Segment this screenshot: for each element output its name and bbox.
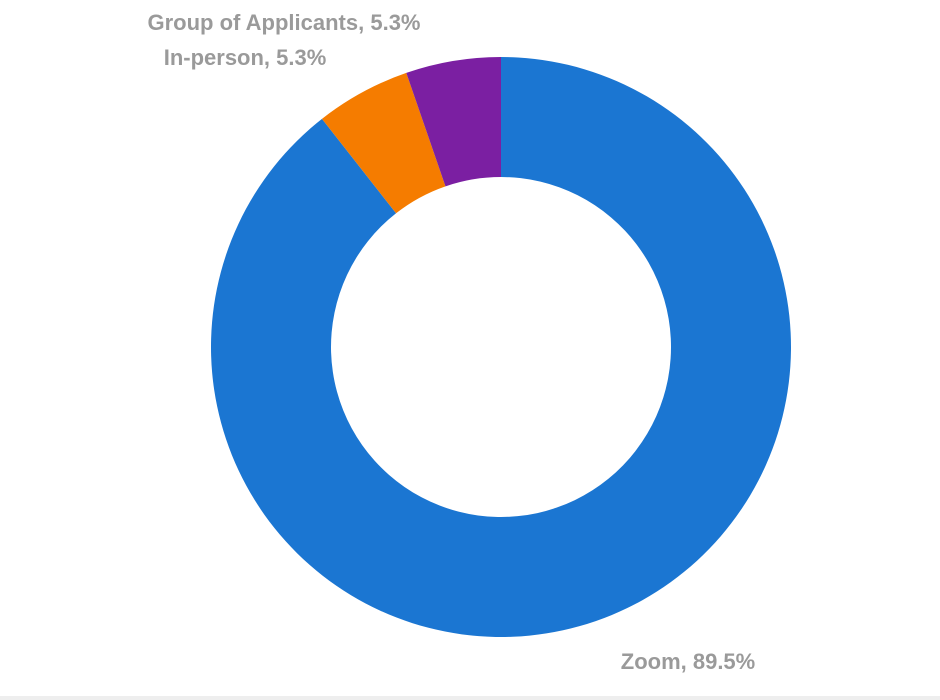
label-zoom: Zoom, 89.5% [621,649,755,674]
slice-zoom [211,57,792,637]
chart-slices [211,57,792,637]
label-in-person: In-person, 5.3% [164,45,327,70]
bottom-divider [0,696,940,700]
slice-group-of-applicants [406,57,501,187]
slice-in-person [321,72,446,214]
label-group-of-applicants: Group of Applicants, 5.3% [148,10,421,35]
